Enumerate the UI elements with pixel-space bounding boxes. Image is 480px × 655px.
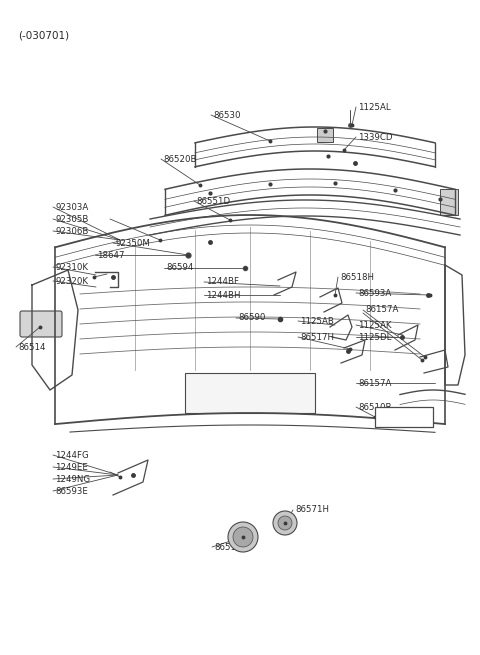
Text: 92320K: 92320K (55, 276, 88, 286)
Text: 18647: 18647 (97, 250, 124, 259)
Text: 86594: 86594 (166, 263, 193, 272)
Text: 86593E: 86593E (55, 487, 88, 495)
Circle shape (233, 527, 253, 547)
Text: 92306B: 92306B (55, 227, 88, 236)
Text: 1125AB: 1125AB (300, 316, 334, 326)
Bar (375, 407, 433, 427)
Text: 86590: 86590 (238, 314, 265, 322)
Text: 86513: 86513 (214, 542, 241, 552)
Text: 86157A: 86157A (365, 305, 398, 314)
Text: 86571H: 86571H (295, 506, 329, 514)
Text: 1125DL: 1125DL (358, 333, 391, 341)
Text: 86157A: 86157A (358, 379, 391, 388)
FancyBboxPatch shape (20, 311, 62, 337)
Bar (185, 373, 315, 413)
Text: 86551D: 86551D (196, 196, 230, 206)
Text: 1249EE: 1249EE (55, 462, 88, 472)
Text: 1249NG: 1249NG (55, 474, 90, 483)
Bar (440, 189, 458, 215)
Text: 86514: 86514 (18, 343, 46, 352)
Circle shape (278, 516, 292, 530)
Bar (317, 128, 333, 142)
Text: 86517H: 86517H (300, 333, 334, 341)
Text: 92305B: 92305B (55, 214, 88, 223)
Text: 1339CD: 1339CD (358, 132, 393, 141)
Circle shape (273, 511, 297, 535)
Text: 1249NE: 1249NE (378, 413, 413, 422)
Text: 86593A: 86593A (358, 288, 391, 297)
Text: 1125AL: 1125AL (358, 102, 391, 111)
Text: 86530: 86530 (213, 111, 240, 119)
Text: 92350M: 92350M (115, 238, 150, 248)
Text: 1125AK: 1125AK (358, 320, 392, 329)
Text: 86518H: 86518H (340, 272, 374, 282)
Text: 92303A: 92303A (55, 202, 88, 212)
Text: 1244BH: 1244BH (206, 291, 240, 299)
Text: 1244BF: 1244BF (206, 278, 239, 286)
Text: (-030701): (-030701) (18, 30, 69, 40)
Circle shape (228, 522, 258, 552)
Text: 1244FG: 1244FG (55, 451, 89, 460)
Text: 86520B: 86520B (163, 155, 196, 164)
Text: 92310K: 92310K (55, 263, 88, 272)
Text: 86510B: 86510B (358, 403, 392, 411)
